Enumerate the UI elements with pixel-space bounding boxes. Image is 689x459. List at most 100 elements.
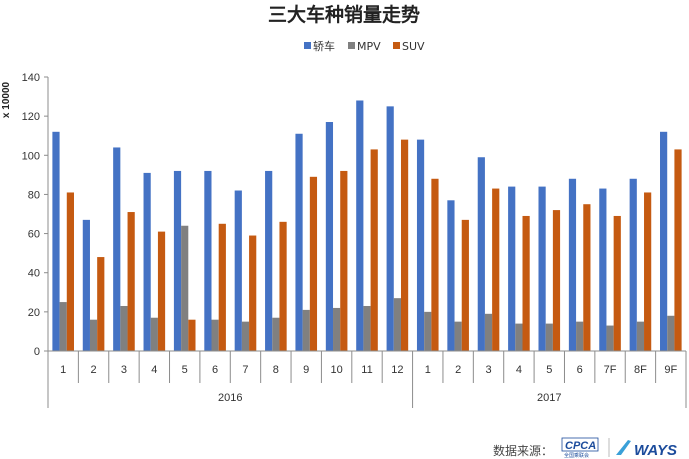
cpca-logo: CPCA 全国乘联会 bbox=[561, 437, 599, 459]
bar-mpv bbox=[272, 317, 280, 351]
bar-sedan bbox=[568, 178, 577, 351]
y-axis: 0 20 40 60 80 100 120 140 bbox=[22, 72, 49, 358]
x-tick-label: 2 bbox=[455, 364, 461, 376]
x-tick-label: 6 bbox=[212, 364, 218, 376]
source-label: 数据来源： bbox=[493, 443, 553, 458]
bar-mpv bbox=[59, 302, 67, 351]
cpca-logo-frame bbox=[561, 437, 599, 452]
bar-sedan bbox=[660, 131, 668, 351]
bar-mpv bbox=[211, 319, 219, 351]
bar-sedan bbox=[356, 100, 364, 352]
y-tick-label: 40 bbox=[28, 268, 40, 280]
legend-label-mpv: MPV bbox=[357, 40, 381, 53]
x-tick-label: 2 bbox=[91, 364, 97, 376]
bar-suv bbox=[340, 170, 348, 351]
bar-sedan bbox=[143, 172, 151, 351]
bar-sedan bbox=[82, 219, 90, 351]
bar-sedan bbox=[629, 178, 637, 351]
y-axis-label: x 10000 bbox=[1, 81, 12, 118]
bar-mpv bbox=[484, 313, 493, 351]
bar-mpv bbox=[545, 323, 553, 351]
bar-suv bbox=[522, 215, 530, 351]
bar-sedan bbox=[234, 190, 242, 351]
bar-mpv bbox=[150, 317, 158, 351]
cpca-logo-text: CPCA bbox=[565, 440, 596, 452]
bar-sedan bbox=[265, 170, 273, 351]
x-tick-label: 1 bbox=[425, 364, 431, 376]
x-tick-label: 9 bbox=[303, 364, 309, 376]
bar-mpv bbox=[454, 321, 462, 351]
y-tick-label: 60 bbox=[28, 229, 40, 241]
group-label: 2017 bbox=[537, 392, 561, 404]
y-tick-label: 140 bbox=[22, 72, 40, 84]
cpca-logo-subtext: 全国乘联会 bbox=[564, 452, 589, 459]
bar-suv bbox=[279, 221, 287, 351]
bar-suv bbox=[157, 231, 166, 351]
bar-mpv bbox=[393, 298, 401, 351]
x-tick-label: 7 bbox=[242, 364, 248, 376]
x-tick-label: 1 bbox=[60, 364, 66, 376]
x-tick-label: 3 bbox=[485, 364, 491, 376]
y-tick-label: 0 bbox=[34, 346, 40, 358]
ways-logo-text: WAYS bbox=[634, 442, 677, 459]
x-tick-label: 4 bbox=[516, 364, 522, 376]
bar-sedan bbox=[173, 170, 182, 351]
bar-sedan bbox=[416, 139, 425, 351]
bar-mpv bbox=[302, 309, 310, 351]
legend-swatch-suv bbox=[393, 42, 400, 49]
footer: 数据来源： CPCA 全国乘联会 WAYS bbox=[493, 437, 677, 459]
bar-suv bbox=[127, 212, 135, 351]
bar-sedan bbox=[52, 131, 60, 351]
bar-sedan bbox=[295, 133, 303, 351]
bar-mpv bbox=[606, 325, 614, 351]
bar-sedan bbox=[325, 122, 334, 351]
ways-swoosh-icon bbox=[616, 440, 631, 455]
x-tick-label: 11 bbox=[361, 364, 372, 376]
bar-mpv bbox=[636, 321, 645, 351]
bar-suv bbox=[644, 192, 652, 351]
bar-suv bbox=[431, 178, 439, 351]
x-tick-label: 4 bbox=[151, 364, 157, 376]
bar-mpv bbox=[181, 225, 189, 351]
bar-mpv bbox=[241, 321, 250, 351]
bar-mpv bbox=[333, 307, 341, 351]
x-tick-label: 6 bbox=[577, 364, 583, 376]
bar-suv bbox=[97, 257, 105, 351]
bar-suv bbox=[461, 219, 469, 351]
bar-suv bbox=[370, 149, 378, 351]
x-tick-label: 5 bbox=[546, 364, 552, 376]
y-tick-label: 120 bbox=[22, 111, 40, 123]
bar-sedan bbox=[508, 186, 516, 351]
bar-mpv bbox=[424, 311, 432, 351]
legend-swatch-sedan bbox=[304, 42, 311, 49]
bar-sedan bbox=[204, 170, 212, 351]
y-tick-label: 80 bbox=[28, 189, 40, 201]
y-tick-label: 20 bbox=[28, 307, 40, 319]
bar-mpv bbox=[89, 319, 98, 351]
y-tick-label: 100 bbox=[22, 150, 40, 162]
x-tick-label: 12 bbox=[391, 364, 403, 376]
chart-title: 三大车种销量走势 bbox=[268, 3, 420, 26]
bars bbox=[52, 100, 682, 352]
bar-sedan bbox=[113, 147, 121, 351]
legend-swatch-mpv bbox=[348, 42, 355, 49]
x-tick-label: 3 bbox=[121, 364, 127, 376]
bar-sedan bbox=[599, 188, 607, 351]
bar-suv bbox=[613, 215, 621, 351]
bar-sedan bbox=[386, 106, 394, 351]
bar-sedan bbox=[477, 157, 485, 351]
bar-suv bbox=[492, 188, 500, 351]
bar-mpv bbox=[363, 305, 371, 351]
bar-sedan bbox=[538, 186, 546, 351]
bar-suv bbox=[583, 204, 591, 351]
bar-sedan bbox=[447, 200, 455, 351]
x-tick-label: 8 bbox=[273, 364, 279, 376]
bar-suv bbox=[309, 176, 318, 351]
bar-mpv bbox=[515, 323, 523, 351]
x-tick-label: 9F bbox=[664, 364, 677, 376]
group-label: 2016 bbox=[218, 392, 242, 404]
x-tick-label: 5 bbox=[182, 364, 188, 376]
x-tick-label: 10 bbox=[330, 364, 342, 376]
x-tick-label: 8F bbox=[634, 364, 647, 376]
